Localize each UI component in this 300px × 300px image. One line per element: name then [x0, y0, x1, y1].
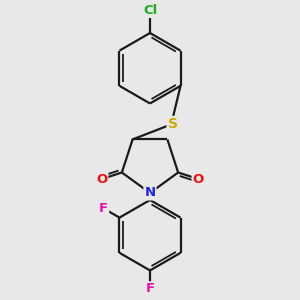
- Text: F: F: [146, 282, 154, 295]
- Text: O: O: [193, 172, 204, 185]
- Text: O: O: [96, 172, 107, 185]
- Text: Cl: Cl: [143, 4, 157, 17]
- Text: N: N: [144, 186, 156, 200]
- Text: F: F: [99, 202, 108, 215]
- Text: S: S: [167, 117, 178, 131]
